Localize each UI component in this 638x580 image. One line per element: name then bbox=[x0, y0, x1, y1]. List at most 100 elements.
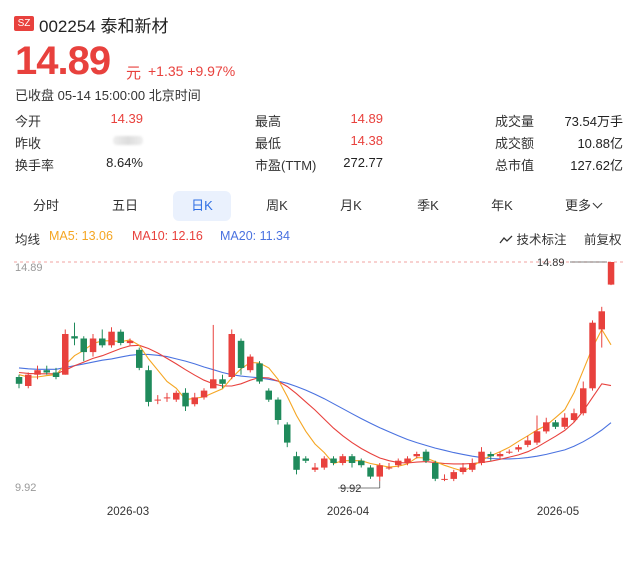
candle-body bbox=[15, 377, 23, 384]
tab-6[interactable]: 年K bbox=[473, 191, 531, 221]
candle-body bbox=[589, 322, 596, 389]
ma-legend: 均线 MA5: 13.06 MA10: 12.16 MA20: 11.34 技术… bbox=[15, 229, 627, 247]
candle bbox=[136, 347, 143, 371]
candle bbox=[496, 451, 504, 459]
stat-label: 换手率 bbox=[15, 158, 55, 173]
candle-body bbox=[154, 399, 161, 401]
candle-body bbox=[543, 422, 550, 432]
candle bbox=[145, 365, 152, 407]
candle bbox=[274, 397, 282, 425]
tab-1[interactable]: 五日 bbox=[96, 191, 154, 221]
candle bbox=[43, 365, 50, 375]
candle-body bbox=[228, 334, 235, 377]
candle bbox=[237, 338, 245, 375]
candle-body bbox=[385, 467, 393, 469]
candle-body bbox=[265, 390, 272, 400]
candle bbox=[173, 390, 180, 402]
tab-label: 更多 bbox=[564, 198, 591, 213]
ma5-value: MA5: 13.06 bbox=[49, 229, 113, 243]
candle-body bbox=[580, 388, 587, 414]
tab-4[interactable]: 月K bbox=[322, 191, 380, 221]
candle-body bbox=[145, 370, 152, 402]
candle-body bbox=[348, 456, 356, 463]
tab-0[interactable]: 分时 bbox=[17, 191, 75, 221]
indicator-icon bbox=[499, 235, 513, 244]
candle bbox=[311, 463, 319, 473]
candle-body bbox=[25, 374, 32, 386]
candle bbox=[25, 372, 32, 389]
candle-body bbox=[321, 458, 328, 468]
candle-body bbox=[302, 458, 309, 461]
candle bbox=[515, 444, 522, 452]
stat-value: 10.88亿 bbox=[577, 136, 623, 151]
candle bbox=[293, 451, 300, 475]
candle bbox=[62, 329, 69, 375]
candle bbox=[126, 338, 134, 346]
candle-body bbox=[99, 338, 106, 346]
min-marker-label: 9.92 bbox=[340, 483, 361, 495]
candle bbox=[71, 322, 78, 346]
candle-body bbox=[330, 458, 337, 463]
tab-3[interactable]: 周K bbox=[248, 191, 306, 221]
x-date-label: 2026-04 bbox=[327, 506, 370, 518]
candle bbox=[506, 449, 513, 454]
candle-body bbox=[293, 456, 300, 470]
candle bbox=[89, 333, 97, 357]
chevron-down-icon bbox=[592, 198, 603, 209]
ma-label[interactable]: 均线 bbox=[15, 233, 41, 247]
candle-body bbox=[173, 392, 180, 400]
candle-body bbox=[496, 454, 504, 457]
candle bbox=[228, 329, 235, 380]
candle-body bbox=[469, 463, 476, 470]
tab-label: 分时 bbox=[32, 198, 59, 213]
candle bbox=[607, 262, 615, 286]
candle-body bbox=[163, 397, 171, 399]
stat-value: 14.89 bbox=[350, 111, 383, 126]
y-bottom-label: 9.92 bbox=[15, 482, 36, 494]
candle bbox=[200, 388, 208, 400]
candle bbox=[348, 453, 356, 468]
candle-body bbox=[533, 431, 541, 443]
candle-body bbox=[52, 372, 60, 377]
current-price: 14.89 bbox=[15, 39, 111, 83]
adjust-button[interactable]: 前复权 bbox=[584, 233, 622, 247]
candle-body bbox=[487, 454, 494, 457]
candle bbox=[117, 329, 124, 346]
candle-body bbox=[339, 456, 346, 463]
stat-value bbox=[113, 133, 143, 148]
price-unit: 元 bbox=[126, 65, 142, 82]
candle bbox=[339, 453, 346, 466]
candle bbox=[302, 456, 309, 464]
stat-label: 昨收 bbox=[15, 136, 42, 151]
candle bbox=[191, 392, 198, 407]
stat-label: 成交额 bbox=[495, 136, 535, 151]
stock-header: SZ 002254 泰和新材 14.89 元 +1.35 +9.97% 已收盘 … bbox=[14, 12, 624, 108]
candle-body bbox=[34, 370, 41, 375]
tab-2[interactable]: 日K bbox=[173, 191, 231, 221]
tab-label: 周K bbox=[266, 198, 288, 213]
candle-body bbox=[404, 458, 411, 463]
x-date-label: 2026-03 bbox=[107, 506, 149, 518]
kline-chart[interactable]: 14.89 9.92 14.89 9.92 2026-03 2026-04 2026-05 bbox=[0, 250, 638, 522]
candle-body bbox=[552, 422, 559, 427]
market-status: 已收盘 05-14 15:00:00 北京时间 bbox=[15, 88, 201, 103]
stat-label: 总市值 bbox=[495, 158, 535, 173]
tab-5[interactable]: 季K bbox=[399, 191, 457, 221]
indicator-tool-button[interactable]: 技术标注 bbox=[499, 229, 567, 248]
tab-label: 月K bbox=[340, 198, 362, 213]
candle bbox=[432, 460, 439, 482]
candle-body bbox=[506, 451, 513, 453]
exchange-badge: SZ bbox=[14, 16, 34, 31]
candle bbox=[589, 320, 596, 391]
candle-body bbox=[247, 356, 254, 371]
candle bbox=[219, 374, 226, 389]
price-change: +1.35 +9.97% bbox=[148, 63, 236, 79]
candle bbox=[376, 463, 383, 482]
candle bbox=[580, 381, 587, 416]
candle bbox=[543, 417, 550, 434]
candle bbox=[422, 449, 430, 464]
candle bbox=[441, 474, 448, 482]
tab-7[interactable]: 更多 bbox=[554, 191, 612, 221]
candle-body bbox=[71, 336, 78, 339]
stat-label: 成交量 bbox=[495, 114, 535, 129]
